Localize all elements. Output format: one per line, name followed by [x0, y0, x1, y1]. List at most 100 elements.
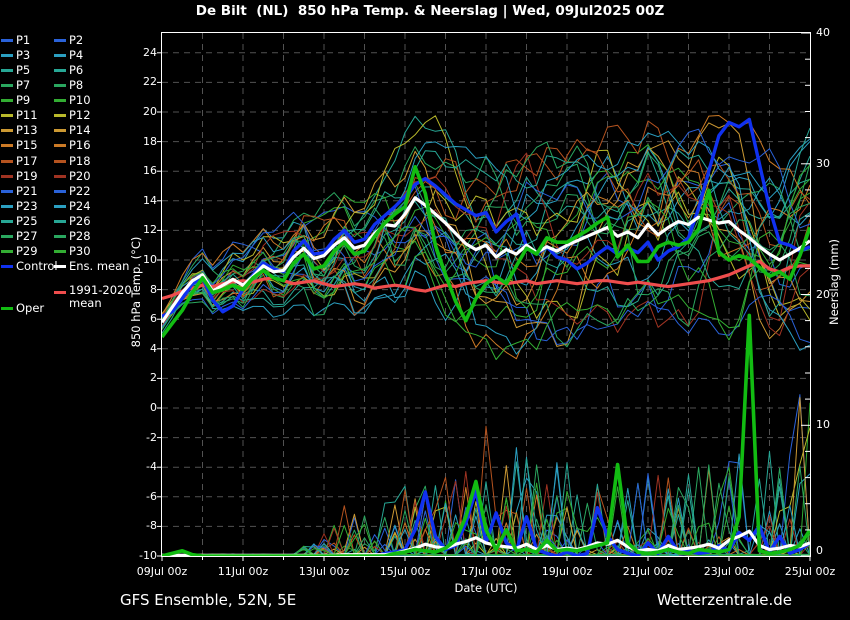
legend-label-p24: P24	[69, 198, 91, 213]
footer-model-info: GFS Ensemble, 52N, 5E	[120, 591, 297, 609]
legend-swatch-p18	[54, 159, 66, 163]
legend-swatch-control	[1, 265, 13, 269]
legend-swatch-p17	[1, 159, 13, 163]
x-tick-label: 23Jul 00z	[703, 565, 755, 578]
legend-label-p6: P6	[69, 63, 84, 78]
legend-label-p30: P30	[69, 243, 91, 258]
x-tick-label: 11Jul 00z	[217, 565, 269, 578]
legend-label-p1: P1	[16, 33, 31, 47]
x-tick-label: 09Jul 00z	[136, 565, 188, 578]
legend-label-p3: P3	[16, 48, 31, 63]
legend-label-p17: P17	[16, 153, 38, 168]
y-left-tick-label: -6	[146, 490, 157, 503]
legend-swatch-p4	[54, 54, 66, 58]
y-left-tick-label: 10	[143, 253, 157, 266]
legend-swatch-p16	[54, 144, 66, 148]
legend-swatch-p27	[1, 234, 13, 238]
y-left-tick-label: -10	[139, 549, 157, 562]
legend-label-p9: P9	[16, 93, 31, 108]
x-tick-label: 21Jul 00z	[622, 565, 674, 578]
legend-swatch-p30	[54, 249, 66, 253]
legend-swatch-p24	[54, 204, 66, 208]
x-tick-label: 25Jul 00z	[784, 565, 836, 578]
legend-swatch-p20	[54, 174, 66, 178]
legend-label-p4: P4	[69, 48, 84, 63]
legend-swatch-p6	[54, 69, 66, 73]
x-tick-label: 15Jul 00z	[379, 565, 431, 578]
legend-label-p25: P25	[16, 213, 38, 228]
legend-label-p12: P12	[69, 108, 91, 123]
legend-label-p27: P27	[16, 228, 38, 243]
legend-swatch-climate-mean	[54, 291, 66, 294]
legend-label-p7: P7	[16, 78, 31, 93]
legend-label-p13: P13	[16, 123, 38, 138]
legend-swatch-p8	[54, 84, 66, 88]
legend-swatch-ens-mean	[54, 265, 66, 269]
legend-label-p19: P19	[16, 168, 38, 183]
legend-swatch-p29	[1, 249, 13, 253]
legend: P1 P2 P3 P4 P5 P6 P7 P8 P9 P10 P11 P12 P13 P14 P15 P16 P…	[0, 33, 160, 323]
y-left-tick-label: -2	[146, 431, 157, 444]
legend-label-p26: P26	[69, 213, 91, 228]
legend-label-ens-mean: Ens. mean	[69, 259, 130, 274]
x-tick-label: 13Jul 00z	[298, 565, 350, 578]
legend-swatch-p10	[54, 99, 66, 103]
legend-swatch-p2	[54, 39, 66, 42]
legend-label-p15: P15	[16, 138, 38, 153]
legend-label-p29: P29	[16, 243, 38, 258]
y-left-tick-label: 14	[143, 194, 157, 207]
y-left-tick-label: 24	[143, 46, 157, 59]
legend-label-p18: P18	[69, 153, 91, 168]
legend-label-oper: Oper	[16, 301, 45, 315]
legend-swatch-p21	[1, 189, 13, 193]
legend-label-p2: P2	[69, 33, 84, 47]
y-right-tick-label: 30	[816, 157, 830, 170]
y-left-tick-label: -4	[146, 460, 157, 473]
y-right-tick-label: 10	[816, 418, 830, 431]
y-axis-label-temp: 850 hPa Temp. (°C)	[129, 236, 143, 348]
legend-swatch-p11	[1, 114, 13, 118]
y-left-tick-label: -8	[146, 519, 157, 532]
legend-swatch-p28	[54, 234, 66, 238]
y-left-tick-label: 16	[143, 164, 157, 177]
legend-swatch-p13	[1, 129, 13, 133]
legend-label-p10: P10	[69, 93, 91, 108]
x-tick-label: 19Jul 00z	[541, 565, 593, 578]
legend-label-p23: P23	[16, 198, 38, 213]
y-left-tick-label: 6	[150, 312, 157, 325]
legend-swatch-p25	[1, 219, 13, 223]
y-left-tick-label: 12	[143, 223, 157, 236]
y-left-tick-label: 18	[143, 135, 157, 148]
legend-swatch-p1	[1, 39, 13, 42]
y-left-tick-label: 0	[150, 401, 157, 414]
x-tick-label: 17Jul 00z	[460, 565, 512, 578]
legend-swatch-p12	[54, 114, 66, 118]
legend-label-p16: P16	[69, 138, 91, 153]
legend-label-p14: P14	[69, 123, 91, 138]
legend-swatch-p22	[54, 189, 66, 193]
legend-swatch-oper	[1, 307, 13, 310]
legend-label-p11: P11	[16, 108, 38, 123]
legend-swatch-p23	[1, 204, 13, 208]
legend-label-p22: P22	[69, 183, 91, 198]
legend-swatch-p3	[1, 54, 13, 58]
y-left-tick-label: 2	[150, 371, 157, 384]
legend-swatch-p15	[1, 144, 13, 148]
legend-swatch-p19	[1, 174, 13, 178]
legend-label-p20: P20	[69, 168, 91, 183]
y-right-tick-label: 20	[816, 288, 830, 301]
y-left-tick-label: 8	[150, 283, 157, 296]
legend-label-p8: P8	[69, 78, 84, 93]
x-axis-label: Date (UTC)	[454, 581, 518, 595]
y-left-tick-label: 20	[143, 105, 157, 118]
chart-title: De Bilt (NL) 850 hPa Temp. & Neerslag | …	[195, 3, 665, 19]
y-left-tick-label: 22	[143, 75, 157, 88]
legend-label-p28: P28	[69, 228, 91, 243]
legend-label-control: Control	[16, 259, 58, 274]
legend-label-p21: P21	[16, 183, 38, 198]
legend-swatch-p7	[1, 84, 13, 88]
legend-label-p5: P5	[16, 63, 31, 78]
legend-swatch-p26	[54, 219, 66, 223]
